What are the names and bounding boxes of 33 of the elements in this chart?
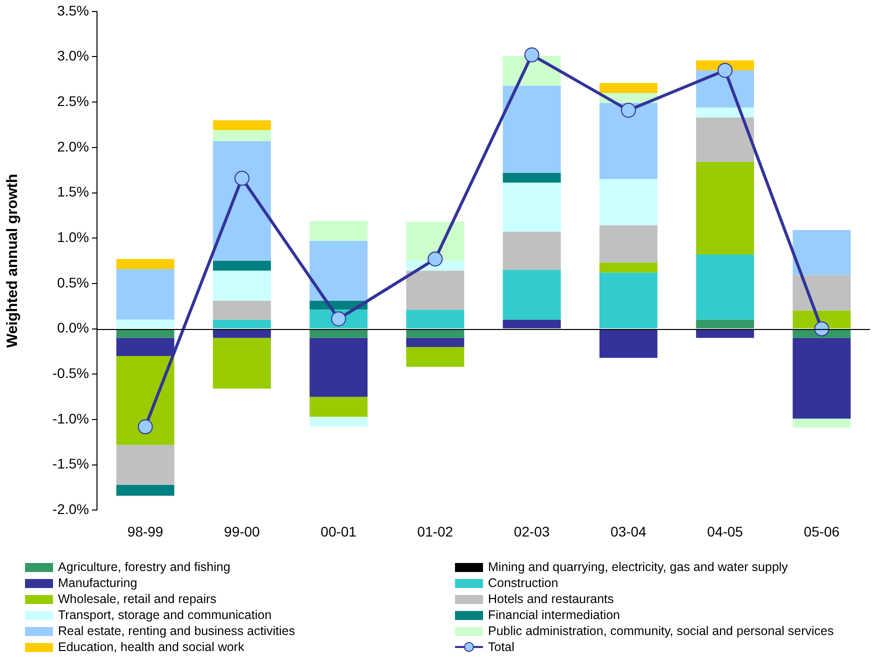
y-tick-label: 0.0% (57, 320, 89, 336)
x-tick-label: 05-06 (804, 523, 840, 540)
legend-label: Agriculture, forestry and fishing (58, 560, 230, 574)
x-tick-label: 00-01 (320, 523, 357, 540)
x-tick-label: 98-99 (127, 523, 164, 540)
y-tick-label: 1.5% (57, 184, 89, 200)
x-tick-label: 04-05 (707, 523, 744, 540)
y-tick-label: 3.5% (57, 2, 89, 18)
legend-label: Wholesale, retail and repairs (58, 592, 216, 606)
legend-label: Transport, storage and communication (58, 608, 272, 622)
legend-label: Public administration, community, social and personal services (488, 624, 834, 638)
legend-label: Total (488, 640, 514, 654)
y-tick-label: -2.0% (52, 501, 89, 518)
y-tick-label: 2.0% (57, 138, 89, 154)
y-tick-label: 0.5% (57, 274, 89, 290)
y-tick-label: 3.0% (57, 48, 89, 64)
legend-label: Hotels and restaurants (488, 592, 614, 606)
y-tick-label: 1.0% (57, 228, 89, 245)
y-tick-label: -1.0% (52, 410, 89, 426)
y-tick-label: -1.5% (52, 456, 89, 472)
y-axis-title: Weighted annual growth (4, 174, 22, 348)
legend-label: Real estate, renting and business activities (58, 624, 295, 638)
x-tick-label: 01-02 (417, 523, 454, 540)
legend-label: Mining and quarrying, electricity, gas and water supply (488, 560, 788, 574)
x-tick-label: 99-00 (224, 523, 260, 540)
y-tick-label: -0.5% (52, 365, 89, 382)
legend-label: Financial intermediation (488, 608, 620, 622)
y-tick-label: 2.5% (57, 92, 89, 109)
legend-label: Construction (488, 576, 558, 590)
legend-label: Manufacturing (58, 576, 138, 590)
x-tick-label: 03-04 (610, 523, 647, 540)
x-tick-label: 02-03 (514, 523, 550, 540)
legend-label: Education, health and social work (58, 640, 244, 654)
